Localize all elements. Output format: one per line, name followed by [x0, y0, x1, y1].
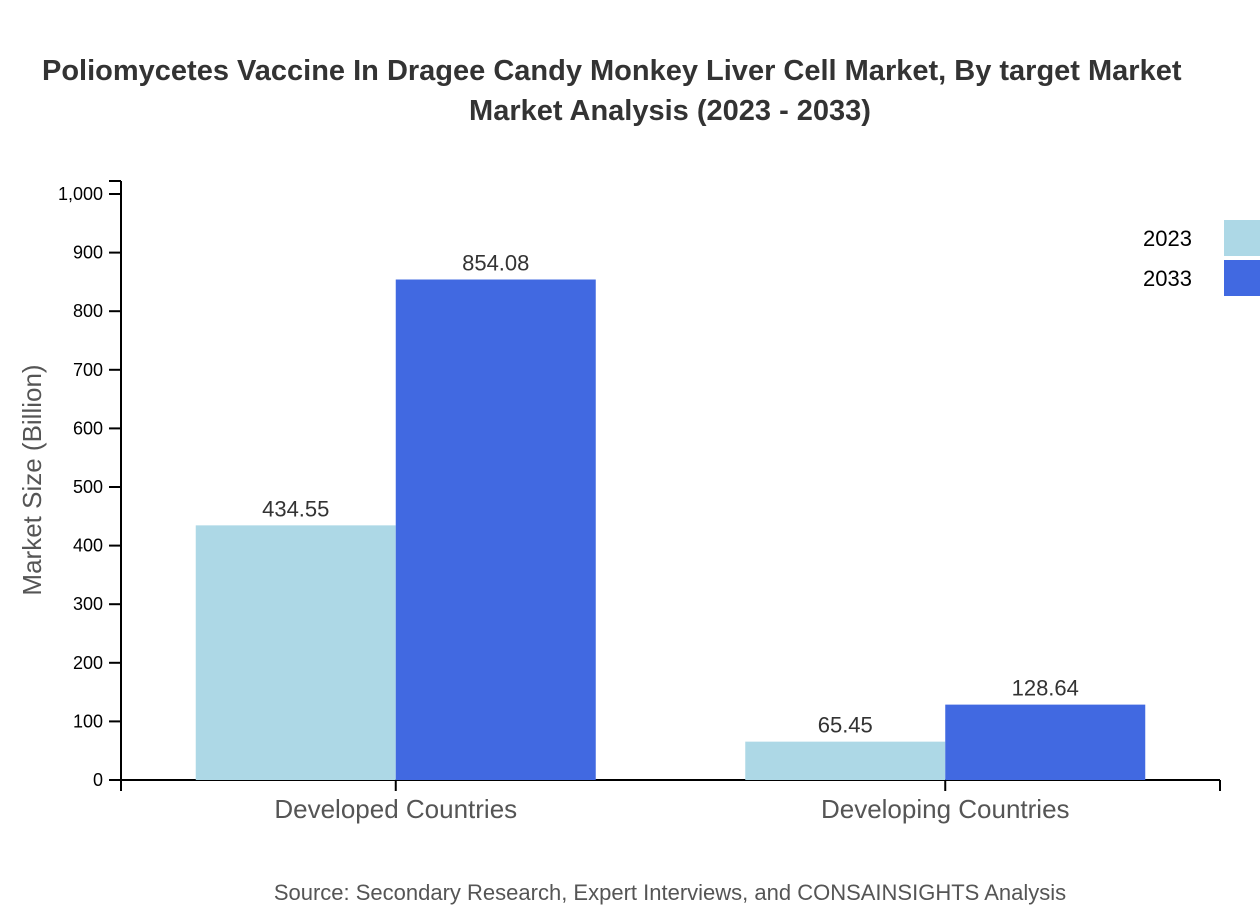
source-note: Source: Secondary Research, Expert Inter…: [274, 880, 1066, 905]
legend-swatch-2023: [1224, 220, 1260, 256]
data-label: 128.64: [1012, 676, 1079, 701]
data-label: 65.45: [818, 713, 873, 738]
bars: 434.55 854.08 65.45 128.64: [195, 251, 1146, 780]
y-tick-label: 100: [73, 711, 103, 731]
x-tick-label: Developing Countries: [821, 794, 1070, 824]
bar-2023-1: [745, 741, 946, 780]
chart-title-line-1: Poliomycetes Vaccine In Dragee Candy Mon…: [42, 55, 1182, 87]
y-tick-label: 500: [73, 477, 103, 497]
bar-2033-1: [945, 704, 1146, 780]
legend-swatch-2033: [1224, 260, 1260, 296]
y-tick-label: 900: [73, 243, 103, 263]
x-tick-label: Developed Countries: [274, 794, 517, 824]
data-label: 854.08: [462, 251, 529, 276]
legend-label: 2033: [1143, 266, 1192, 291]
y-tick-label: 1,000: [58, 184, 103, 204]
y-tick-label: 200: [73, 653, 103, 673]
axes: 0 100 200 300 400 500 600 700 800 900 1,000 Develop…: [58, 180, 1221, 824]
legend: 2023 2033: [1143, 220, 1260, 296]
bar-2033-0: [395, 279, 596, 780]
y-tick-label: 700: [73, 360, 103, 380]
y-tick-label: 800: [73, 301, 103, 321]
bar-2023-0: [195, 525, 396, 780]
y-tick-label: 300: [73, 594, 103, 614]
y-tick-label: 400: [73, 536, 103, 556]
legend-label: 2023: [1143, 226, 1192, 251]
y-axis-label: Market Size (Billion): [17, 364, 47, 595]
y-tick-label: 0: [93, 770, 103, 790]
data-label: 434.55: [262, 496, 329, 521]
chart-title-line-2: Market Analysis (2023 - 2033): [469, 95, 871, 127]
y-tick-label: 600: [73, 418, 103, 438]
